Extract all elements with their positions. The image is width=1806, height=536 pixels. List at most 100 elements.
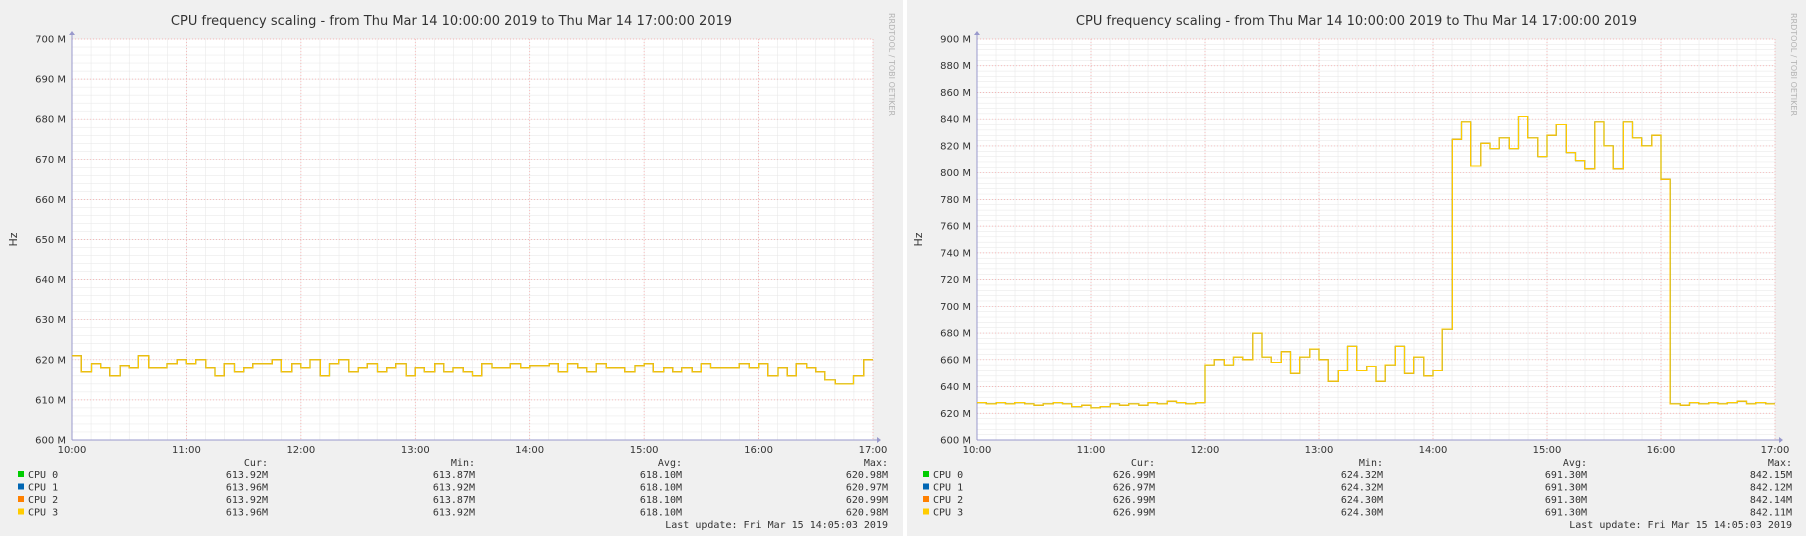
y-tick-label: 700 M: [940, 302, 971, 313]
x-tick-label: 17:00: [859, 445, 888, 456]
legend-swatch: [18, 496, 24, 502]
legend-swatch: [923, 496, 929, 502]
legend-value-avg: 618.10M: [640, 470, 682, 481]
y-tick-label: 800 M: [940, 168, 971, 179]
legend-value-max: 842.11M: [1750, 508, 1792, 519]
legend-header: Max:: [1768, 458, 1792, 469]
legend-series-name: CPU 0: [28, 470, 58, 481]
legend-value-cur: 626.99M: [1113, 508, 1155, 519]
y-tick-label: 740 M: [940, 248, 971, 259]
y-tick-label: 620 M: [35, 355, 66, 366]
legend-value-max: 842.12M: [1750, 483, 1792, 494]
legend-value-max: 620.99M: [846, 495, 888, 506]
y-tick-label: 720 M: [940, 275, 971, 286]
y-tick-label: 690 M: [35, 75, 66, 86]
legend-value-min: 613.87M: [433, 470, 475, 481]
chart-panel-left: 600 M 610 M 620 M 630 M 640 M 650 M 660 M 670 M…: [0, 0, 903, 536]
legend-value-cur: 613.96M: [226, 508, 268, 519]
y-tick-label: 880 M: [940, 61, 971, 72]
legend-value-avg: 691.30M: [1545, 483, 1587, 494]
y-tick-label: 620 M: [940, 409, 971, 420]
y-tick-label: 700 M: [35, 35, 66, 46]
y-axis-label: Hz: [7, 232, 20, 246]
x-axis-arrow: [1779, 437, 1783, 443]
legend-series-name: CPU 2: [933, 495, 963, 506]
legend-series-name: CPU 0: [933, 470, 963, 481]
y-tick-label: 660 M: [940, 355, 971, 366]
legend-header: Cur:: [1131, 458, 1155, 469]
legend-header: Avg:: [1563, 458, 1587, 469]
y-tick-label: 650 M: [35, 235, 66, 246]
legend-value-cur: 613.96M: [226, 483, 268, 494]
legend-header: Max:: [864, 458, 888, 469]
legend-value-min: 624.32M: [1341, 483, 1383, 494]
chart-right: 600 M 620 M 640 M 660 M 680 M 700 M 720 M 740 M…: [912, 13, 1798, 531]
x-tick-label: 13:00: [1305, 445, 1334, 456]
last-update: Last update: Fri Mar 15 14:05:03 2019: [1569, 520, 1792, 531]
y-tick-label: 900 M: [940, 35, 971, 46]
y-tick-label: 660 M: [35, 195, 66, 206]
chart-panel-right: 600 M 620 M 640 M 660 M 680 M 700 M 720 M 740 M…: [907, 0, 1806, 536]
legend-value-min: 613.92M: [433, 508, 475, 519]
y-tick-label: 680 M: [35, 115, 66, 126]
legend-value-min: 624.32M: [1341, 470, 1383, 481]
x-tick-label: 15:00: [630, 445, 659, 456]
chart-title: CPU frequency scaling - from Thu Mar 14 …: [1076, 14, 1637, 29]
y-tick-label: 610 M: [35, 395, 66, 406]
y-tick-label: 680 M: [940, 329, 971, 340]
x-tick-label: 14:00: [515, 445, 544, 456]
y-tick-label: 820 M: [940, 141, 971, 152]
y-axis-label: Hz: [912, 232, 925, 246]
last-update: Last update: Fri Mar 15 14:05:03 2019: [665, 520, 888, 531]
y-tick-label: 640 M: [35, 275, 66, 286]
legend-value-avg: 691.30M: [1545, 495, 1587, 506]
legend-value-avg: 618.10M: [640, 483, 682, 494]
chart-left: 600 M 610 M 620 M 630 M 640 M 650 M 660 M 670 M…: [7, 13, 896, 531]
legend-value-min: 613.92M: [433, 483, 475, 494]
y-tick-label: 670 M: [35, 155, 66, 166]
legend-value-avg: 691.30M: [1545, 508, 1587, 519]
legend-swatch: [923, 471, 929, 477]
legend-value-cur: 613.92M: [226, 470, 268, 481]
legend-swatch: [18, 471, 24, 477]
x-tick-label: 12:00: [1191, 445, 1220, 456]
chart-title: CPU frequency scaling - from Thu Mar 14 …: [171, 14, 732, 29]
legend-series-name: CPU 2: [28, 495, 58, 506]
legend-header: Min:: [451, 458, 475, 469]
legend-value-max: 842.15M: [1750, 470, 1792, 481]
x-tick-label: 13:00: [401, 445, 430, 456]
legend-value-avg: 618.10M: [640, 495, 682, 506]
legend-value-max: 842.14M: [1750, 495, 1792, 506]
x-tick-label: 16:00: [744, 445, 773, 456]
x-tick-label: 16:00: [1647, 445, 1676, 456]
x-tick-label: 14:00: [1419, 445, 1448, 456]
x-axis-arrow: [877, 437, 881, 443]
y-tick-label: 630 M: [35, 315, 66, 326]
legend-value-min: 613.87M: [433, 495, 475, 506]
x-tick-label: 10:00: [963, 445, 992, 456]
legend-swatch: [18, 483, 24, 490]
x-tick-label: 15:00: [1533, 445, 1562, 456]
x-tick-label: 10:00: [58, 445, 87, 456]
legend-header: Min:: [1359, 458, 1383, 469]
legend-header: Avg:: [658, 458, 682, 469]
legend-swatch: [18, 508, 24, 515]
y-tick-label: 760 M: [940, 222, 971, 233]
legend-value-min: 624.30M: [1341, 508, 1383, 519]
legend-series-name: CPU 1: [28, 483, 58, 494]
y-tick-label: 860 M: [940, 88, 971, 99]
watermark: RRDTOOL / TOBI OETIKER: [887, 13, 896, 116]
legend-header: Cur:: [244, 458, 268, 469]
y-tick-label: 780 M: [940, 195, 971, 206]
y-axis-arrow: [974, 31, 980, 35]
watermark: RRDTOOL / TOBI OETIKER: [1789, 13, 1798, 116]
y-tick-label: 840 M: [940, 115, 971, 126]
y-tick-label: 640 M: [940, 382, 971, 393]
x-tick-label: 12:00: [286, 445, 315, 456]
legend-series-name: CPU 3: [933, 508, 963, 519]
legend-value-cur: 626.97M: [1113, 483, 1155, 494]
x-tick-label: 11:00: [172, 445, 201, 456]
legend-swatch: [923, 483, 929, 490]
y-tick-label: 600 M: [940, 436, 971, 447]
legend-value-cur: 613.92M: [226, 495, 268, 506]
